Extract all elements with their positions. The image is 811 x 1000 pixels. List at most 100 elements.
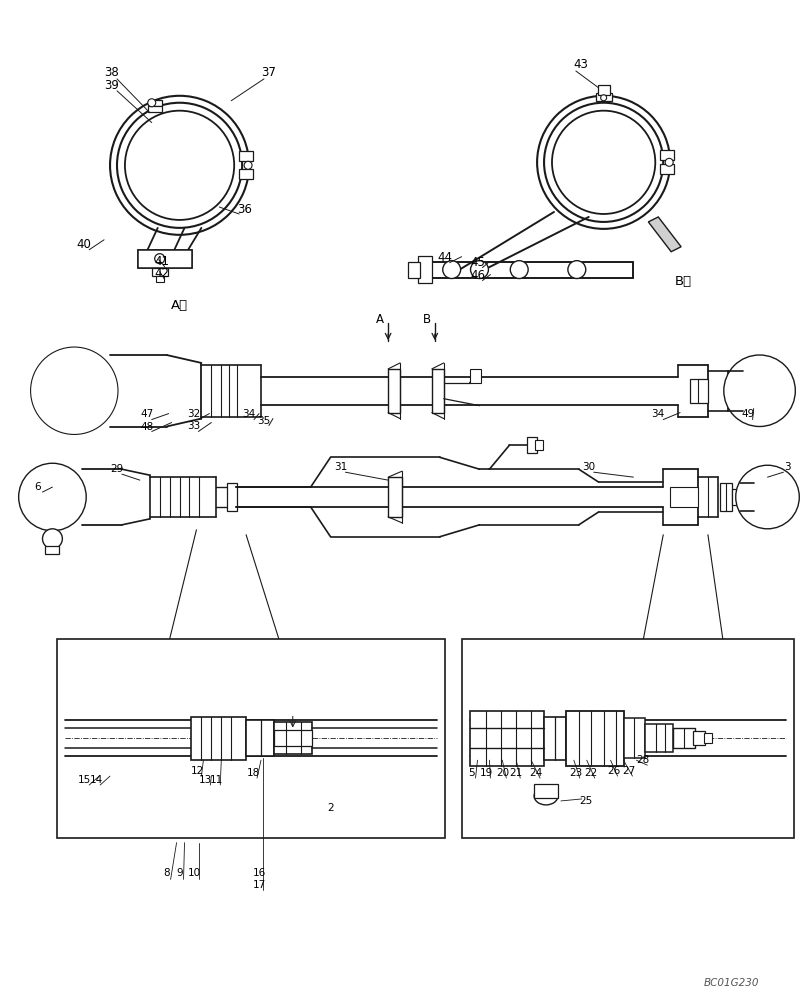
- Text: 44: 44: [436, 251, 452, 264]
- Circle shape: [31, 347, 118, 434]
- Text: 14: 14: [89, 775, 103, 785]
- Text: BC01G230: BC01G230: [703, 978, 758, 988]
- Circle shape: [600, 95, 606, 101]
- Text: 31: 31: [333, 462, 346, 472]
- Circle shape: [727, 359, 791, 423]
- Text: 26: 26: [606, 766, 620, 776]
- Bar: [239, 151, 253, 161]
- Circle shape: [23, 467, 82, 527]
- Circle shape: [38, 355, 110, 427]
- Text: 6: 6: [34, 482, 41, 492]
- Text: 34: 34: [242, 409, 255, 419]
- Text: 49: 49: [740, 409, 753, 419]
- Text: 47: 47: [140, 409, 153, 419]
- Circle shape: [509, 261, 527, 279]
- Circle shape: [35, 351, 114, 430]
- Bar: [565, 711, 623, 766]
- Circle shape: [42, 529, 62, 549]
- Text: 13: 13: [199, 775, 212, 785]
- Text: 36: 36: [236, 203, 251, 216]
- Text: 29: 29: [110, 464, 123, 474]
- Text: A: A: [375, 313, 384, 326]
- Bar: [418, 256, 431, 283]
- Bar: [645, 724, 672, 752]
- Circle shape: [735, 465, 798, 529]
- Bar: [703, 733, 711, 743]
- Bar: [239, 169, 253, 179]
- Text: 45: 45: [470, 256, 484, 269]
- Bar: [191, 717, 246, 760]
- Bar: [45, 546, 59, 554]
- Text: 38: 38: [105, 66, 119, 79]
- Bar: [731, 489, 740, 505]
- Bar: [719, 483, 731, 511]
- Text: 41: 41: [154, 255, 169, 268]
- Circle shape: [470, 261, 488, 279]
- Text: 33: 33: [187, 421, 200, 431]
- Bar: [740, 492, 748, 502]
- Circle shape: [723, 355, 794, 427]
- Text: 40: 40: [77, 238, 92, 251]
- Text: 15: 15: [78, 775, 91, 785]
- Bar: [659, 164, 673, 174]
- Bar: [388, 477, 401, 517]
- Bar: [659, 150, 673, 160]
- Circle shape: [50, 367, 98, 415]
- Text: 32: 32: [187, 409, 200, 419]
- Bar: [623, 718, 645, 758]
- Bar: [534, 440, 543, 450]
- Text: 24: 24: [529, 768, 542, 778]
- Text: 37: 37: [261, 66, 276, 79]
- Bar: [431, 369, 443, 413]
- Text: 35: 35: [257, 416, 270, 426]
- Bar: [692, 731, 704, 745]
- Text: A～: A～: [171, 299, 188, 312]
- Circle shape: [664, 158, 672, 166]
- Bar: [597, 85, 609, 95]
- Text: 2: 2: [327, 803, 333, 813]
- Circle shape: [148, 99, 156, 107]
- Circle shape: [551, 111, 654, 214]
- Text: 21: 21: [509, 768, 522, 778]
- Text: 46: 46: [470, 269, 484, 282]
- Bar: [138, 250, 192, 268]
- Bar: [526, 437, 536, 453]
- Circle shape: [442, 261, 460, 279]
- Text: 43: 43: [573, 58, 587, 71]
- Bar: [461, 639, 793, 838]
- Text: 23: 23: [569, 768, 581, 778]
- Bar: [273, 730, 311, 746]
- Text: 12: 12: [191, 766, 204, 776]
- Circle shape: [567, 261, 585, 279]
- Text: 39: 39: [105, 79, 119, 92]
- Text: 25: 25: [578, 796, 592, 806]
- Bar: [227, 483, 237, 511]
- Circle shape: [155, 254, 165, 264]
- Text: 22: 22: [583, 768, 597, 778]
- Circle shape: [244, 161, 251, 169]
- Circle shape: [739, 371, 779, 411]
- Bar: [469, 369, 481, 383]
- Text: 19: 19: [479, 768, 492, 778]
- Text: B～: B～: [674, 275, 691, 288]
- Text: 9: 9: [176, 868, 182, 878]
- Text: 10: 10: [187, 868, 201, 878]
- Text: 48: 48: [140, 422, 153, 432]
- Circle shape: [739, 469, 794, 525]
- Polygon shape: [647, 217, 680, 252]
- Text: 5: 5: [468, 768, 474, 778]
- Text: 28: 28: [636, 755, 649, 765]
- Bar: [669, 487, 697, 507]
- Text: 8: 8: [163, 868, 169, 878]
- Circle shape: [19, 463, 86, 531]
- Bar: [58, 639, 444, 838]
- Bar: [148, 106, 161, 112]
- Bar: [152, 268, 167, 276]
- Text: 3: 3: [783, 462, 790, 472]
- Bar: [689, 379, 707, 403]
- Bar: [534, 784, 557, 798]
- Circle shape: [749, 479, 784, 515]
- Bar: [156, 276, 164, 282]
- Circle shape: [125, 111, 234, 220]
- Bar: [388, 369, 400, 413]
